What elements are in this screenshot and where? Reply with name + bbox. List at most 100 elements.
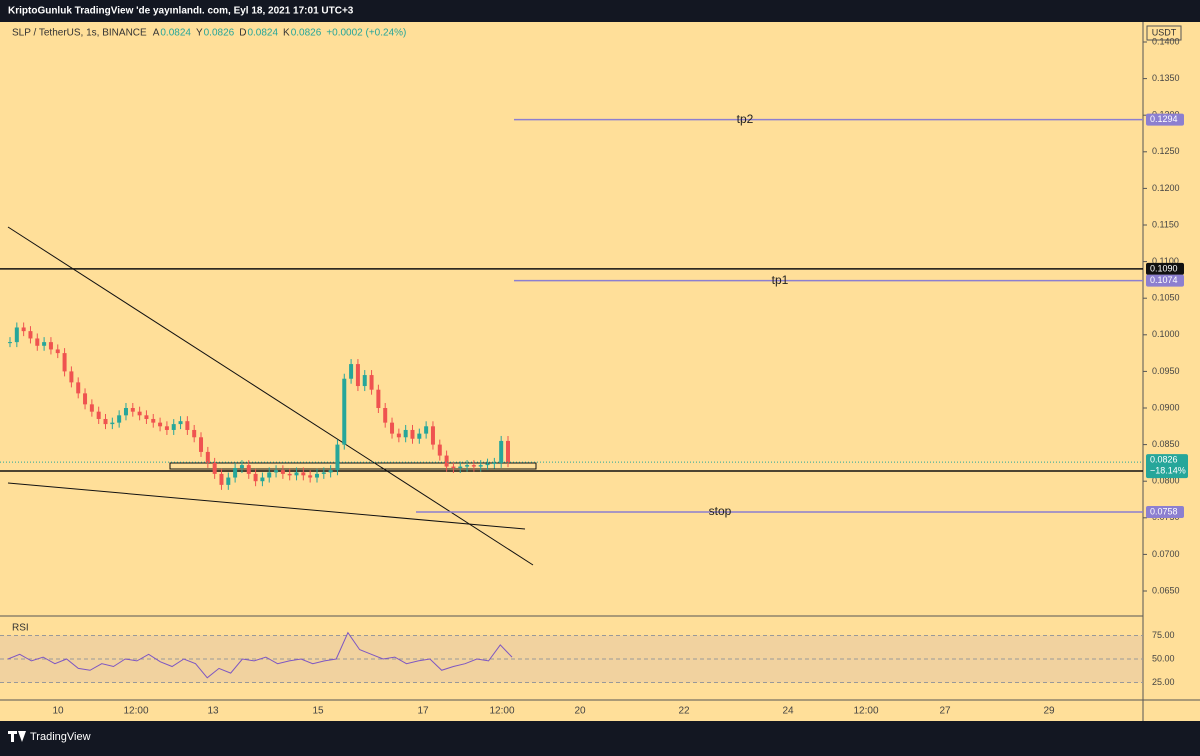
candle	[164, 426, 169, 430]
candle	[185, 421, 190, 430]
time-label: 24	[782, 706, 794, 717]
candle	[294, 472, 299, 476]
trend-line	[7, 482, 526, 530]
time-label: 10	[52, 706, 64, 717]
candle	[342, 378, 347, 445]
candle	[96, 411, 101, 419]
logo	[8, 731, 26, 742]
candle	[478, 465, 483, 467]
candle	[417, 433, 422, 439]
candle	[151, 418, 156, 423]
candle	[321, 472, 326, 474]
candle	[410, 429, 415, 439]
candle	[69, 371, 74, 383]
candle	[383, 408, 388, 423]
price-tag-label: 0.0758	[1150, 506, 1178, 516]
candle	[444, 455, 449, 467]
candle	[430, 426, 435, 445]
candle	[48, 342, 53, 350]
candle	[335, 444, 340, 471]
rsi-line	[7, 631, 513, 679]
time-label: 15	[312, 706, 324, 717]
price-tick-label: 0.1150	[1152, 219, 1179, 229]
candle	[280, 470, 285, 474]
candle	[117, 415, 122, 423]
price-tag-label: 0.1294	[1150, 114, 1178, 124]
chart-area	[0, 22, 1200, 721]
candle	[308, 475, 313, 478]
candle	[212, 462, 217, 474]
candle	[8, 342, 12, 344]
level-name: stop	[709, 504, 732, 518]
candle	[199, 437, 204, 452]
candle	[437, 444, 442, 456]
legend-key: D	[239, 28, 246, 39]
time-label: 12:00	[123, 706, 148, 717]
candle	[314, 473, 319, 478]
candle	[137, 411, 142, 416]
candle	[485, 463, 490, 466]
time-label: 29	[1043, 706, 1055, 717]
price-tick-label: 0.0950	[1152, 366, 1180, 376]
candle	[349, 364, 354, 379]
candle	[89, 404, 94, 412]
candle	[178, 421, 183, 425]
candle	[76, 382, 81, 394]
price-tag-label: 0.1074	[1150, 275, 1178, 285]
candle	[110, 422, 115, 425]
price-tag-label: 0.1090	[1150, 263, 1178, 273]
legend-key: A	[153, 28, 160, 39]
candle	[390, 422, 395, 434]
legend-key: Y	[196, 28, 203, 39]
time-label: 20	[574, 706, 586, 717]
time-label: 12:00	[853, 706, 878, 717]
candle	[205, 451, 210, 463]
candle	[103, 418, 108, 425]
candle	[376, 389, 381, 408]
candle	[471, 465, 476, 467]
candle	[492, 462, 497, 464]
price-tick-label: 0.1050	[1152, 293, 1180, 303]
legend-value: 0.0824	[160, 28, 191, 39]
price-tag-label: 0.0826	[1150, 455, 1178, 465]
candle	[14, 327, 19, 343]
legend-value: 0.0826	[204, 28, 235, 39]
top-bar	[0, 0, 1200, 22]
candle	[83, 393, 88, 405]
candle	[123, 408, 128, 416]
candle	[451, 466, 456, 469]
candle	[499, 440, 504, 463]
candle	[62, 353, 67, 372]
price-change: −18.14%	[1150, 466, 1186, 476]
zone	[169, 462, 537, 470]
bottom-bar	[0, 721, 1200, 751]
candle	[369, 375, 374, 390]
price-tick-label: 0.1100	[1152, 256, 1179, 266]
candle	[328, 470, 333, 473]
time-label: 27	[939, 706, 951, 717]
price-tick-label: 0.0800	[1152, 476, 1180, 486]
price-tag	[1146, 113, 1184, 126]
candle	[424, 426, 429, 434]
rsi-tick-label: 75.00	[1152, 630, 1175, 640]
legend-value: 0.0824	[247, 28, 278, 39]
candle	[274, 470, 279, 473]
legend-value: 0.0826	[291, 28, 322, 39]
candle	[158, 422, 163, 427]
price-tick-label: 0.1000	[1152, 329, 1180, 339]
rsi-label: RSI	[12, 623, 29, 634]
level-name: tp2	[737, 112, 754, 126]
candle	[362, 375, 367, 387]
candle	[35, 338, 40, 346]
level-name: tp1	[772, 273, 789, 287]
candle	[144, 415, 149, 419]
trend-line	[7, 226, 534, 566]
candle	[226, 477, 231, 485]
candle	[219, 473, 224, 485]
header-title: KriptoGunluk TradingView 'de yayınlandı.…	[8, 6, 354, 17]
legend-change: +0.0002 (+0.24%)	[326, 28, 406, 39]
candle	[403, 429, 408, 438]
candle	[267, 472, 272, 478]
candle	[287, 473, 292, 476]
